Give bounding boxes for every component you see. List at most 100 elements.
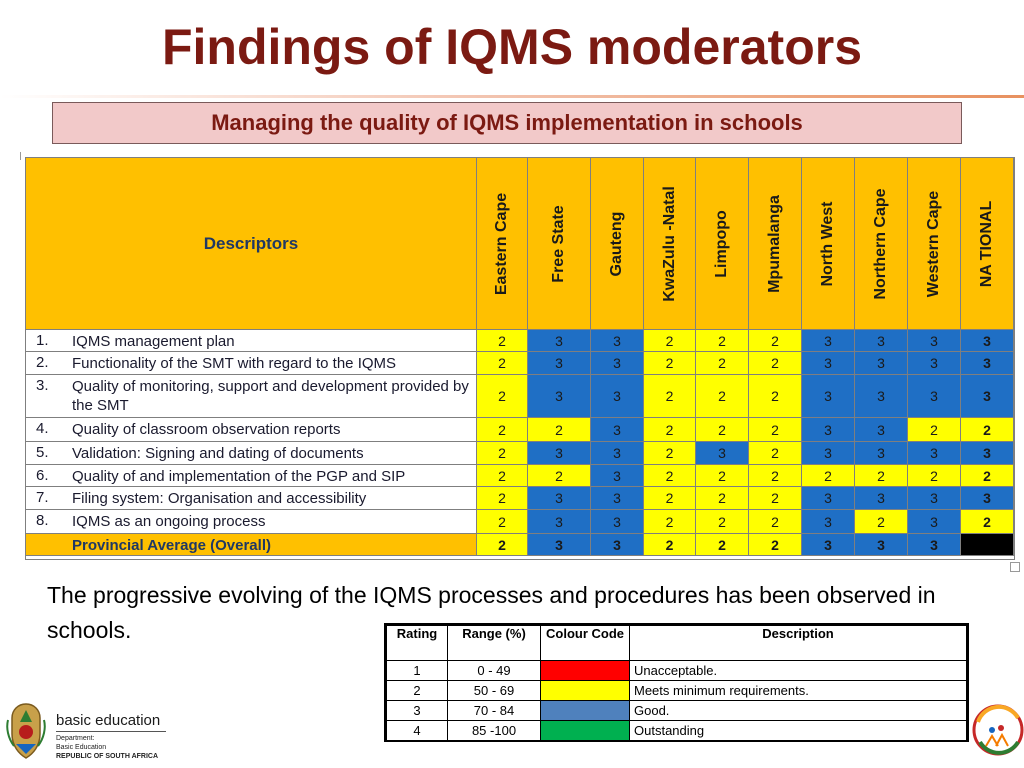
- descriptor-number: 3.: [36, 377, 49, 394]
- legend-colour-swatch: [540, 700, 630, 721]
- rating-cell: 2: [908, 465, 961, 486]
- descriptor-cell: 1. IQMS management plan: [26, 330, 477, 351]
- rating-cell: 2: [908, 418, 961, 441]
- descriptor-number: 4.: [36, 420, 49, 437]
- rating-cell: 2: [477, 352, 528, 374]
- rating-cell: 2: [802, 465, 855, 486]
- rating-cell: 3: [528, 442, 591, 464]
- rating-cell: 2: [749, 330, 802, 351]
- descriptor-number: 6.: [36, 467, 49, 484]
- rating-cell: 2: [644, 375, 696, 417]
- descriptor-label: Quality of classroom observation reports: [72, 421, 341, 438]
- rating-cell: 3: [855, 352, 908, 374]
- rating-cell: 2: [749, 487, 802, 509]
- legend-row: 3 70 - 84 Good.: [386, 700, 967, 721]
- rating-cell: 3: [855, 442, 908, 464]
- rating-cell: 2: [749, 442, 802, 464]
- logo-dept-line2: Basic Education: [56, 744, 107, 751]
- legend-range: 85 -100: [447, 720, 541, 741]
- rating-cell: 2: [644, 442, 696, 464]
- legend-rating: 3: [386, 700, 448, 721]
- rating-cell: 3: [908, 487, 961, 509]
- rating-cell: 3: [528, 534, 591, 555]
- logo-divider: [56, 731, 166, 732]
- rating-cell: 3: [855, 487, 908, 509]
- column-header-label: Western Cape: [925, 190, 942, 297]
- descriptor-number: 5.: [36, 444, 49, 461]
- descriptor-cell: 5. Validation: Signing and dating of docu…: [26, 442, 477, 464]
- rating-cell: 2: [477, 465, 528, 486]
- rating-cell: 3: [802, 510, 855, 533]
- column-header-label: Mpumalanga: [766, 194, 783, 293]
- rating-cell: 3: [908, 375, 961, 417]
- legend-rating: 1: [386, 660, 448, 681]
- rating-cell: 3: [591, 375, 644, 417]
- column-header: Mpumalanga: [749, 158, 802, 330]
- legend-header-range: Range (%): [447, 625, 541, 661]
- column-header: KwaZulu -Natal: [644, 158, 696, 330]
- rating-cell: 3: [591, 465, 644, 486]
- legend-header-description: Description: [629, 625, 967, 661]
- coat-of-arms-icon: [6, 703, 46, 759]
- rating-cell: 3: [528, 487, 591, 509]
- rating-cell: 2: [528, 418, 591, 441]
- rating-cell: 3: [908, 442, 961, 464]
- rating-cell: 2: [749, 352, 802, 374]
- legend-rating: 2: [386, 680, 448, 701]
- descriptor-number: 2.: [36, 354, 49, 371]
- legend-colour-swatch: [540, 660, 630, 681]
- rating-cell: 3: [802, 442, 855, 464]
- rating-cell: 2: [477, 418, 528, 441]
- freedom-anniversary-badge-icon: [972, 704, 1024, 756]
- rating-cell: 2: [477, 442, 528, 464]
- descriptor-cell: 2. Functionality of the SMT with regard t…: [26, 352, 477, 374]
- findings-table: Descriptors Eastern Cape Free State Gauteng…: [25, 157, 1015, 560]
- legend-header-colour: Colour Code: [540, 625, 630, 661]
- subtitle-banner: Managing the quality of IQMS implementat…: [52, 102, 962, 144]
- table-row: 4. Quality of classroom observation repor…: [26, 418, 1014, 442]
- rating-cell: 2: [749, 418, 802, 441]
- legend-row: 2 50 - 69 Meets minimum requirements.: [386, 680, 967, 701]
- rating-cell: 2: [749, 534, 802, 555]
- descriptor-label: Functionality of the SMT with regard to …: [72, 355, 397, 372]
- rating-cell: 3: [802, 534, 855, 555]
- column-header: Free State: [528, 158, 591, 330]
- rating-cell: 3: [802, 352, 855, 374]
- rating-cell: 2: [644, 465, 696, 486]
- descriptor-cell: 6. Quality of and implementation of the P…: [26, 465, 477, 486]
- column-header: Gauteng: [591, 158, 644, 330]
- rating-cell: 2: [696, 375, 749, 417]
- rating-cell: 3: [591, 352, 644, 374]
- rating-cell: 3: [961, 330, 1014, 351]
- legend-colour-swatch: [540, 720, 630, 741]
- descriptor-label: IQMS management plan: [72, 333, 235, 350]
- rating-cell: 3: [802, 487, 855, 509]
- observation-note: The progressive evolving of the IQMS pro…: [47, 582, 936, 643]
- rating-cell: 2: [477, 487, 528, 509]
- column-header-label: Eastern Cape: [493, 192, 510, 295]
- rating-cell: 3: [961, 442, 1014, 464]
- rating-cell: 3: [696, 442, 749, 464]
- rating-cell: 3: [855, 418, 908, 441]
- column-header: NA TIONAL: [961, 158, 1014, 330]
- column-header-label: Free State: [550, 204, 567, 283]
- descriptor-label: Validation: Signing and dating of docume…: [72, 445, 364, 462]
- rating-cell: 2: [644, 487, 696, 509]
- rating-cell: 2: [696, 465, 749, 486]
- column-header-label: Limpopo: [713, 209, 730, 278]
- rating-cell: 3: [528, 375, 591, 417]
- rating-cell: 2: [696, 510, 749, 533]
- rating-cell: 3: [528, 352, 591, 374]
- rating-cell: 2: [696, 352, 749, 374]
- rating-cell: 3: [591, 442, 644, 464]
- logo-dept-line1: Department:: [56, 735, 95, 742]
- table-row: 7. Filing system: Organisation and access…: [26, 487, 1014, 510]
- rating-cell: 2: [696, 487, 749, 509]
- rating-cell: 3: [802, 375, 855, 417]
- descriptor-cell: 8. IQMS as an ongoing process: [26, 510, 477, 533]
- legend-description: Outstanding: [629, 720, 967, 741]
- descriptor-cell: 4. Quality of classroom observation repor…: [26, 418, 477, 441]
- table-row: 2. Functionality of the SMT with regard t…: [26, 352, 1014, 375]
- rating-cell: 2: [855, 465, 908, 486]
- column-header-label: NA TIONAL: [978, 200, 995, 287]
